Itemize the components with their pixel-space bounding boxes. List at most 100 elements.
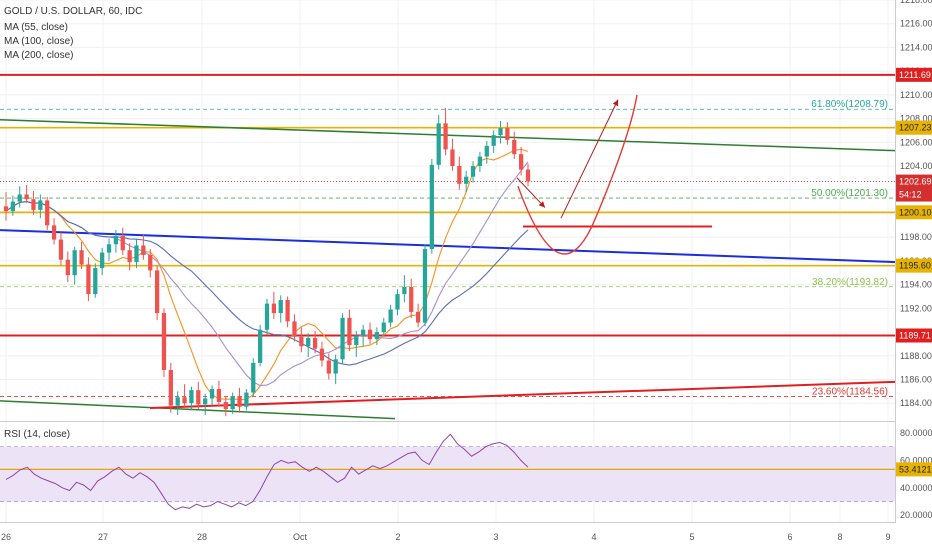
- price-badge: 1200.10: [899, 207, 932, 217]
- candle-body: [306, 337, 311, 347]
- candle-body: [189, 390, 194, 404]
- price-tick-label: 1206.00: [900, 137, 932, 147]
- time-tick-label: 27: [98, 532, 108, 542]
- price-badge: 1207.23: [899, 123, 932, 133]
- rsi-badge-bg: [896, 462, 932, 477]
- price-tick-label: 1194.00: [900, 280, 932, 290]
- price-axis-bg: [896, 0, 932, 550]
- candle-body: [512, 139, 517, 155]
- rsi-line: [5, 433, 529, 511]
- rsi-tick-label: 60.0000: [900, 455, 932, 465]
- candle-body: [230, 396, 235, 410]
- time-tick-label: 4: [591, 532, 596, 542]
- price-tick-label: 1218.00: [900, 0, 932, 5]
- candle-body: [113, 235, 119, 245]
- time-tick-label: 9: [885, 532, 890, 542]
- candle-body: [519, 154, 524, 170]
- legend-ma100[interactable]: MA (100, close): [4, 36, 74, 47]
- candle-body: [45, 200, 50, 226]
- candle-body: [10, 201, 15, 212]
- price-tick-label: 1216.00: [900, 19, 932, 29]
- time-tick-label: Oct: [293, 532, 308, 542]
- rsi-tick-label: 40.0000: [900, 483, 932, 493]
- candle-body: [491, 135, 496, 146]
- fib-label: 61.80%(1208.79): [811, 99, 888, 110]
- legend-rsi[interactable]: RSI (14, close): [4, 429, 71, 440]
- candle-body: [72, 250, 77, 276]
- price-tick-label: 1198.00: [900, 232, 932, 242]
- candle-body: [65, 259, 70, 276]
- rsi-band: [0, 446, 895, 502]
- candle-body: [134, 245, 139, 263]
- candle-body: [182, 397, 187, 404]
- candle-body: [292, 321, 297, 337]
- candle-body: [175, 397, 180, 406]
- candle-body: [333, 359, 338, 374]
- candle-body: [319, 348, 325, 361]
- candle-body: [3, 206, 9, 212]
- lower-trend-line: [0, 400, 396, 420]
- fibonacci-levels: 61.80%(1208.79) 50.00%(1201.30) 38.20%(119…: [0, 99, 895, 398]
- price-tick-label: 1214.00: [900, 42, 932, 52]
- price-badge-bg: [896, 174, 932, 189]
- price-badge-bg: [896, 187, 932, 202]
- fib-label: 38.20%(1193.82): [812, 277, 888, 288]
- candle-body: [223, 402, 228, 410]
- price-tick-label: 1192.00: [900, 303, 932, 313]
- price-badge: 1202.69: [899, 177, 932, 187]
- candle-body: [374, 332, 380, 340]
- legend-ma55[interactable]: MA (55, close): [4, 22, 68, 33]
- price-tick-label: 1204.00: [900, 161, 932, 171]
- candle-body: [127, 250, 132, 263]
- price-badge-bg: [896, 328, 932, 343]
- candlestick-series: [3, 107, 531, 417]
- rsi-tick-label: 20.0000: [900, 510, 932, 520]
- candle-body: [216, 388, 222, 403]
- candle-body: [457, 166, 462, 184]
- price-badges: 1211.69 1207.23 1202.69 54:12 1200.10 1195.60…: [896, 67, 932, 477]
- candle-body: [209, 388, 215, 399]
- fib-label: 50.00%(1201.30): [811, 188, 888, 199]
- candle-body: [58, 239, 64, 260]
- ma55-line: [5, 148, 529, 401]
- blue-trend-line: [0, 229, 896, 264]
- candle-body: [299, 336, 304, 347]
- time-tick-label: 3: [493, 532, 498, 542]
- price-badge: 54:12: [899, 190, 922, 200]
- drawing-annotations: [516, 94, 638, 255]
- price-badge-bg: [896, 120, 932, 135]
- price-tick-label: 1188.00: [900, 351, 932, 361]
- candle-body: [505, 128, 510, 140]
- candle-body: [326, 360, 331, 374]
- candle-body: [443, 123, 448, 150]
- time-tick-label: 26: [1, 532, 11, 542]
- candle-body: [161, 313, 167, 371]
- candle-body: [367, 329, 373, 340]
- candle-body: [154, 270, 160, 314]
- time-tick-label: 2: [395, 532, 400, 542]
- candle-body: [464, 176, 469, 184]
- candle-body: [203, 398, 208, 405]
- candle-body: [251, 362, 256, 393]
- rsi-pane: [0, 433, 895, 511]
- price-tick-label: 1184.00: [900, 398, 932, 408]
- projection-curve: [517, 94, 638, 255]
- fib-label: 23.60%(1184.56): [812, 387, 888, 398]
- candle-body: [436, 123, 441, 165]
- candle-body: [381, 322, 386, 333]
- candle-body: [429, 164, 434, 250]
- time-tick-label: 8: [837, 532, 842, 542]
- price-tick-label: 1208.00: [900, 114, 932, 124]
- candle-body: [93, 268, 98, 295]
- candle-body: [106, 244, 112, 253]
- candle-body: [354, 335, 359, 346]
- price-badge: 1195.60: [899, 261, 931, 271]
- candle-body: [278, 300, 283, 314]
- candle-body: [244, 392, 249, 407]
- candle-body: [86, 264, 91, 295]
- candle-body: [196, 390, 201, 405]
- grid-lines: [0, 0, 932, 523]
- legend-ma200[interactable]: MA (200, close): [4, 50, 74, 61]
- candle-body: [470, 166, 476, 177]
